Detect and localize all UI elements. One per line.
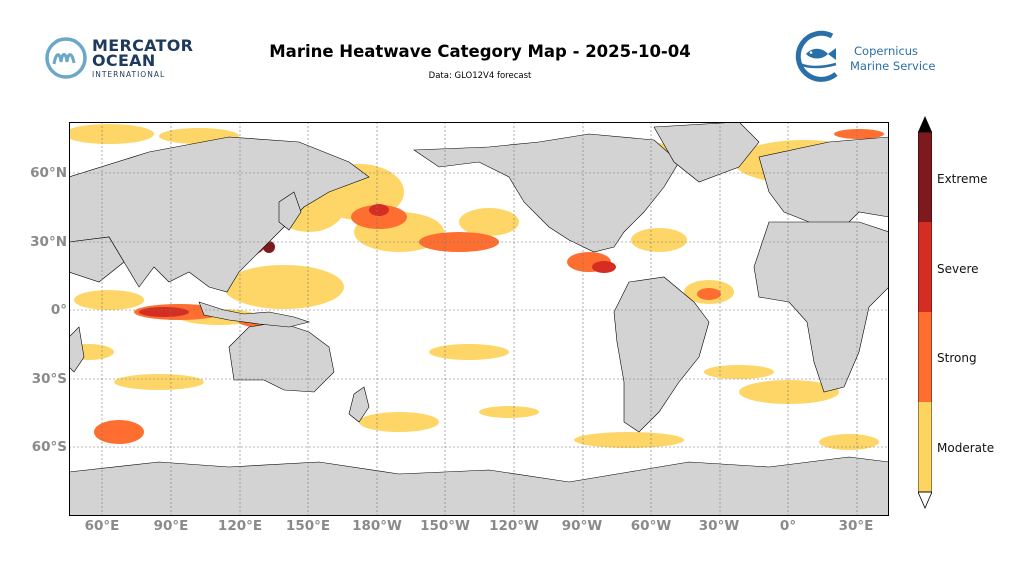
colorbar-extreme xyxy=(918,132,932,222)
legend-label-strong: Strong xyxy=(937,351,977,365)
colorbar-extend-top xyxy=(918,116,932,132)
antarctica-landmass xyxy=(69,456,889,516)
heatwave-map xyxy=(69,122,889,516)
gridlines xyxy=(69,122,889,516)
mercator-logo-line3: INTERNATIONAL xyxy=(92,70,166,79)
copernicus-fish-icon xyxy=(795,30,838,82)
copernicus-marine-logo: Copernicus Marine Service xyxy=(792,30,942,82)
lat-label-equator: 0° xyxy=(50,302,67,318)
lon-label-0: 0° xyxy=(779,518,797,534)
lat-label-30n: 30°N xyxy=(30,234,67,250)
madagascar-landmass xyxy=(69,326,85,373)
copernicus-logo-line2: Marine Service xyxy=(850,59,936,73)
lon-label-60w: 60°W xyxy=(630,518,672,534)
greenland-landmass xyxy=(653,122,760,183)
colorbar-severe xyxy=(918,222,932,312)
map-frame xyxy=(69,122,889,516)
legend-label-moderate: Moderate xyxy=(937,441,995,455)
arabia-landmass xyxy=(69,236,125,283)
colorbar-strong xyxy=(918,312,932,402)
mercator-logo-line2: OCEAN xyxy=(92,51,156,70)
lon-label-150w: 150°W xyxy=(420,518,470,534)
lon-label-30e: 30°E xyxy=(838,518,874,534)
colorbar-moderate xyxy=(918,402,932,492)
mercator-logo-line1: MERCATOR xyxy=(92,36,194,55)
new-zealand-landmass xyxy=(348,386,370,423)
legend-label-extreme: Extreme xyxy=(937,172,988,186)
colorbar-extend-bottom xyxy=(918,491,932,509)
land-masses xyxy=(69,122,889,516)
eurasia-landmass xyxy=(69,136,370,293)
category-colorbar xyxy=(918,116,932,509)
africa-landmass xyxy=(753,221,889,393)
legend-label-severe: Severe xyxy=(937,262,979,276)
japan-landmass xyxy=(278,191,302,231)
mercator-wave-icon xyxy=(45,37,87,79)
lat-label-60s: 60°S xyxy=(31,439,67,455)
lon-label-120w: 120°W xyxy=(489,518,539,534)
indonesia-landmass xyxy=(198,301,311,328)
south-america-landmass xyxy=(613,276,710,433)
lon-label-90e: 90°E xyxy=(153,518,189,534)
lon-label-150e: 150°E xyxy=(285,518,331,534)
lon-label-30w: 30°W xyxy=(698,518,740,534)
lat-label-60n: 60°N xyxy=(30,165,67,181)
map-subtitle: Data: GLO12V4 forecast xyxy=(428,71,532,81)
map-title: Marine Heatwave Category Map - 2025-10-0… xyxy=(269,42,691,61)
mercator-ocean-logo: MERCATOR OCEAN INTERNATIONAL xyxy=(44,36,194,82)
lon-label-180w: 180°W xyxy=(352,518,402,534)
north-america-landmass xyxy=(413,133,680,253)
lon-label-90w: 90°W xyxy=(561,518,603,534)
copernicus-logo-line1: Copernicus xyxy=(854,44,919,58)
lat-label-30s: 30°S xyxy=(31,371,67,387)
lon-label-60e: 60°E xyxy=(84,518,120,534)
lon-label-120e: 120°E xyxy=(217,518,263,534)
